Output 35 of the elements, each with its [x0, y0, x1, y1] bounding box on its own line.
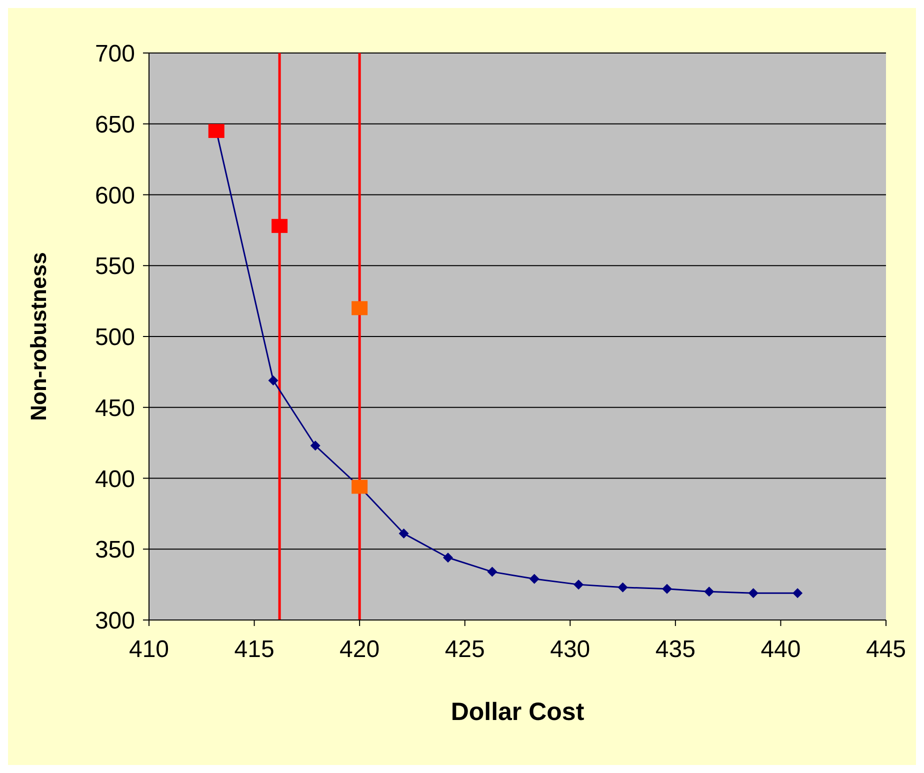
point — [352, 301, 368, 316]
y-tick-label: 600 — [94, 182, 135, 210]
y-tick-label: 500 — [94, 324, 135, 352]
point — [268, 375, 278, 386]
x-tick-label: 430 — [550, 636, 590, 664]
point — [310, 440, 320, 451]
x-axis-title: Dollar Cost — [450, 698, 585, 726]
x-tick-label: 415 — [234, 636, 274, 664]
y-tick-label: 400 — [94, 466, 135, 493]
y-tick-label: 550 — [94, 253, 135, 280]
point — [443, 552, 454, 563]
point — [352, 480, 368, 494]
y-tick-label: 300 — [94, 608, 135, 635]
point — [487, 566, 498, 577]
x-tick-label: 410 — [128, 636, 170, 664]
y-tick-label: 700 — [94, 40, 135, 68]
point — [704, 586, 714, 597]
point — [574, 580, 584, 590]
y-tick-label: 650 — [94, 111, 135, 138]
point — [618, 582, 628, 592]
y-tick-label: 450 — [94, 394, 135, 422]
point — [208, 124, 224, 138]
point — [398, 528, 409, 539]
x-tick-label: 440 — [760, 636, 801, 664]
y-axis-title: Non-robustness — [26, 252, 51, 421]
point — [748, 588, 758, 598]
point — [792, 588, 803, 598]
point — [662, 584, 672, 594]
x-tick-label: 435 — [655, 636, 696, 664]
x-tick-label: 420 — [340, 636, 380, 664]
point — [529, 574, 540, 584]
x-tick-label: 445 — [866, 636, 906, 664]
point — [272, 218, 288, 233]
y-tick-label: 350 — [94, 536, 135, 564]
x-tick-label: 425 — [444, 636, 485, 664]
